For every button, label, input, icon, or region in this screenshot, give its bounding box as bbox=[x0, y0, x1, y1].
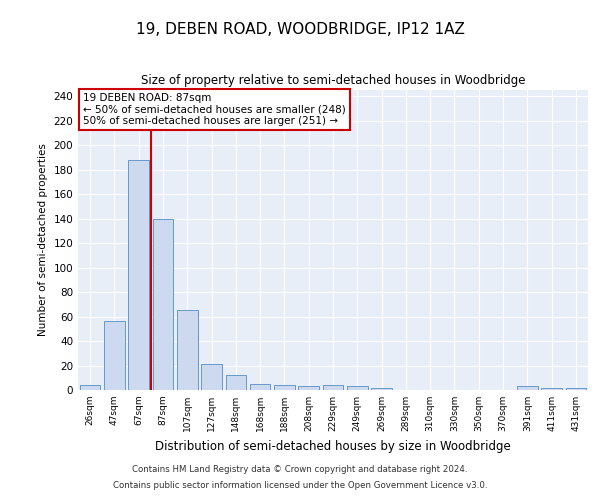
Bar bbox=[323, 385, 343, 390]
Bar bbox=[566, 388, 586, 390]
Bar bbox=[517, 386, 538, 390]
Bar bbox=[541, 388, 562, 390]
Bar bbox=[347, 386, 368, 390]
Title: Size of property relative to semi-detached houses in Woodbridge: Size of property relative to semi-detach… bbox=[141, 74, 525, 88]
Bar bbox=[80, 385, 100, 390]
X-axis label: Distribution of semi-detached houses by size in Woodbridge: Distribution of semi-detached houses by … bbox=[155, 440, 511, 452]
Bar bbox=[371, 388, 392, 390]
Y-axis label: Number of semi-detached properties: Number of semi-detached properties bbox=[38, 144, 48, 336]
Bar bbox=[104, 322, 125, 390]
Bar bbox=[274, 385, 295, 390]
Text: Contains HM Land Registry data © Crown copyright and database right 2024.: Contains HM Land Registry data © Crown c… bbox=[132, 466, 468, 474]
Bar bbox=[298, 386, 319, 390]
Text: Contains public sector information licensed under the Open Government Licence v3: Contains public sector information licen… bbox=[113, 480, 487, 490]
Text: 19 DEBEN ROAD: 87sqm
← 50% of semi-detached houses are smaller (248)
50% of semi: 19 DEBEN ROAD: 87sqm ← 50% of semi-detac… bbox=[83, 93, 346, 126]
Bar bbox=[201, 364, 222, 390]
Text: 19, DEBEN ROAD, WOODBRIDGE, IP12 1AZ: 19, DEBEN ROAD, WOODBRIDGE, IP12 1AZ bbox=[136, 22, 464, 38]
Bar bbox=[250, 384, 271, 390]
Bar bbox=[128, 160, 149, 390]
Bar bbox=[152, 218, 173, 390]
Bar bbox=[177, 310, 197, 390]
Bar bbox=[226, 376, 246, 390]
